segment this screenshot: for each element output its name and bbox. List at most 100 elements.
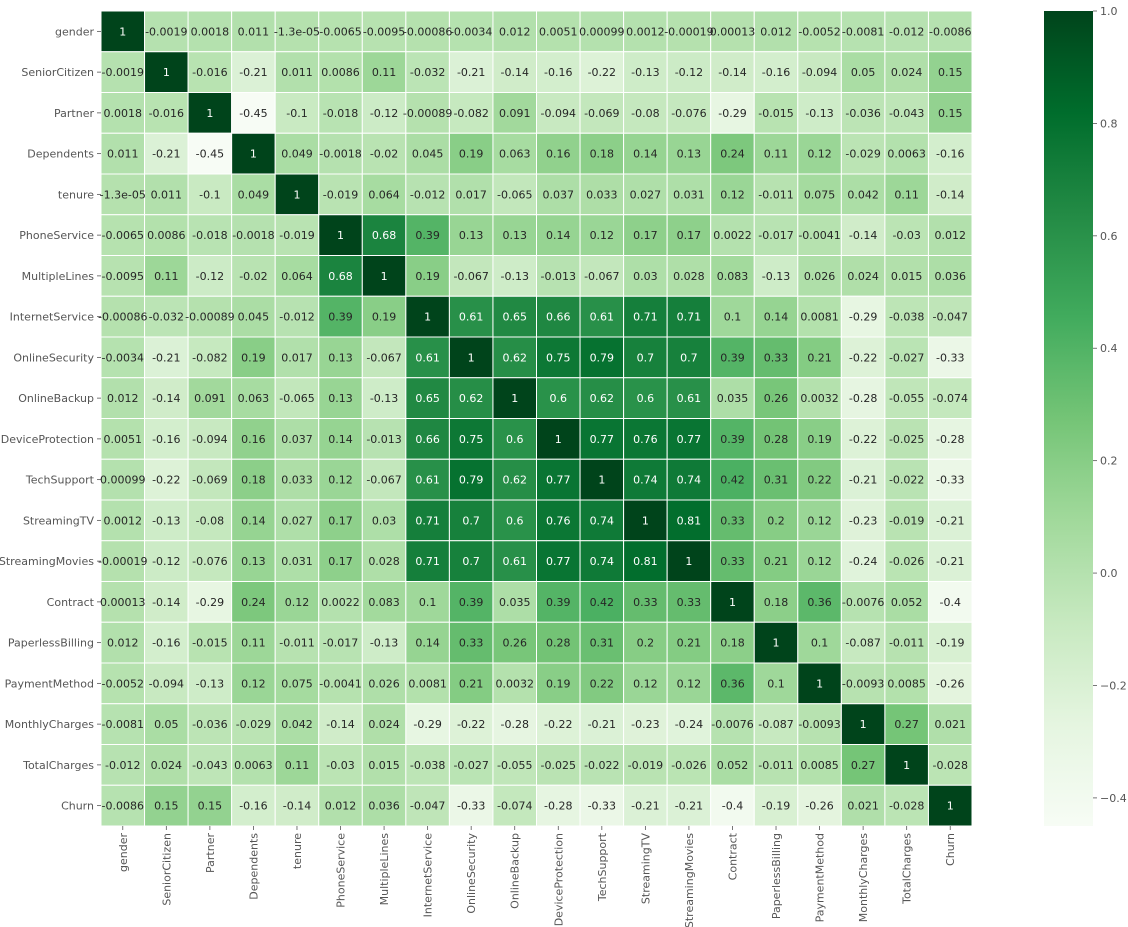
cell-value-label: -0.011 — [889, 637, 924, 650]
cell-value-label: 0.021 — [934, 718, 966, 731]
cell-value-label: 0.79 — [590, 351, 615, 364]
heatmap-cell — [448, 92, 494, 134]
cell-value-label: 0.77 — [546, 474, 571, 487]
cell-value-label: 0.74 — [677, 474, 702, 487]
cell-value-label: -0.011 — [279, 637, 314, 650]
cell-value-label: -0.02 — [239, 270, 267, 283]
cell-value-label: -0.013 — [541, 270, 576, 283]
heatmap-cell — [405, 214, 450, 256]
heatmap-cell — [884, 10, 929, 53]
cell-value-label: -0.0081 — [842, 25, 884, 38]
cell-value-label: 0.037 — [543, 188, 575, 201]
heatmap-cell — [579, 418, 625, 460]
heatmap-cell — [187, 214, 233, 256]
heatmap-cell — [231, 540, 276, 582]
heatmap-cell — [840, 499, 886, 542]
cell-value-label: -0.015 — [758, 107, 793, 120]
cell-value-label: 0.12 — [807, 148, 832, 161]
cell-value-label: -0.047 — [932, 311, 967, 324]
cell-value-label: -0.21 — [239, 66, 267, 79]
cell-value-label: 0.66 — [546, 311, 571, 324]
cell-value-label: -0.025 — [889, 433, 924, 446]
y-tick-label: Dependents — [27, 148, 94, 161]
cell-value-label: -0.0086 — [929, 25, 971, 38]
cell-value-label: -0.0018 — [232, 229, 274, 242]
cell-value-label: 0.12 — [328, 474, 353, 487]
cell-value-label: 0.036 — [368, 800, 400, 813]
cell-value-label: 0.0012 — [104, 514, 143, 527]
cell-value-label: -0.0093 — [842, 677, 884, 690]
heatmap-cell — [710, 92, 755, 134]
heatmap-cell — [927, 295, 973, 338]
heatmap-cell — [231, 418, 276, 460]
heatmap-cell — [623, 703, 668, 745]
cell-value-label: -0.28 — [849, 392, 877, 405]
cell-value-label: 0.24 — [720, 148, 745, 161]
cell-value-label: -0.094 — [149, 677, 184, 690]
cell-value-label: 0.031 — [281, 555, 313, 568]
cell-value-label: -0.0041 — [798, 229, 840, 242]
heatmap-cell — [187, 377, 233, 419]
heatmap-cell — [927, 540, 973, 582]
heatmap-cell — [579, 132, 625, 175]
cell-value-label: 0.012 — [760, 25, 792, 38]
cell-value-label: 0.39 — [459, 596, 484, 609]
heatmap-cell — [231, 51, 276, 93]
heatmap-cell — [187, 295, 233, 338]
cell-value-label: -0.00089 — [403, 107, 452, 120]
cell-value-label: 0.28 — [546, 637, 571, 650]
heatmap-cell — [318, 418, 363, 460]
cell-value-label: 0.091 — [499, 107, 531, 120]
heatmap-cell — [884, 744, 929, 786]
cell-value-label: -0.13 — [762, 270, 790, 283]
cell-value-label: 1 — [424, 311, 431, 324]
heatmap-cell — [318, 703, 363, 745]
cell-value-label: 0.19 — [546, 677, 571, 690]
cell-value-label: -0.067 — [366, 474, 401, 487]
heatmap-cell — [405, 92, 450, 134]
heatmap-cell — [710, 336, 755, 379]
cell-value-label: 0.021 — [847, 800, 879, 813]
heatmap-cell — [753, 744, 799, 786]
heatmap-cell — [840, 51, 886, 93]
heatmap-cell — [666, 581, 712, 623]
cell-value-label: -0.029 — [845, 148, 880, 161]
heatmap-cell — [840, 132, 886, 175]
cell-value-label: -0.067 — [366, 351, 401, 364]
cell-value-label: -0.14 — [718, 66, 746, 79]
cell-value-label: -0.065 — [497, 188, 532, 201]
cell-value-label: -0.33 — [588, 800, 616, 813]
x-tick-label: MultipleLines — [378, 833, 391, 906]
cell-value-label: 0.1 — [811, 637, 829, 650]
heatmap-cell — [405, 744, 450, 786]
cell-value-label: 0.026 — [368, 677, 400, 690]
cell-value-label: -0.03 — [892, 229, 920, 242]
y-tick-label: DeviceProtection — [1, 433, 94, 446]
heatmap-cell — [666, 662, 712, 705]
heatmap-cell — [666, 10, 712, 53]
heatmap-cell — [710, 377, 755, 419]
heatmap-cell — [623, 621, 668, 664]
heatmap-cell — [927, 621, 973, 664]
cell-value-label: -0.21 — [152, 351, 180, 364]
cell-value-label: 0.0018 — [191, 25, 230, 38]
heatmap-cell — [623, 581, 668, 623]
cell-value-label: 0.39 — [720, 351, 745, 364]
heatmap-cell — [840, 295, 886, 338]
cell-value-label: 0.2 — [637, 637, 655, 650]
heatmap-cell — [840, 10, 886, 53]
cell-value-label: -0.074 — [497, 800, 532, 813]
heatmap-cell — [797, 255, 842, 297]
cell-value-label: 0.064 — [368, 188, 400, 201]
cell-value-label: -0.019 — [889, 514, 924, 527]
heatmap-cell — [710, 662, 755, 705]
heatmap-cell — [492, 458, 538, 501]
heatmap-cell — [274, 499, 320, 542]
cell-value-label: 0.028 — [673, 270, 705, 283]
cell-value-label: 1 — [947, 800, 954, 813]
cell-value-label: 0.024 — [368, 718, 400, 731]
heatmap-cell — [623, 662, 668, 705]
cell-value-label: 0.12 — [807, 514, 832, 527]
colorbar-tick-label: −0.4 — [1100, 792, 1127, 805]
cell-value-label: -0.067 — [584, 270, 619, 283]
